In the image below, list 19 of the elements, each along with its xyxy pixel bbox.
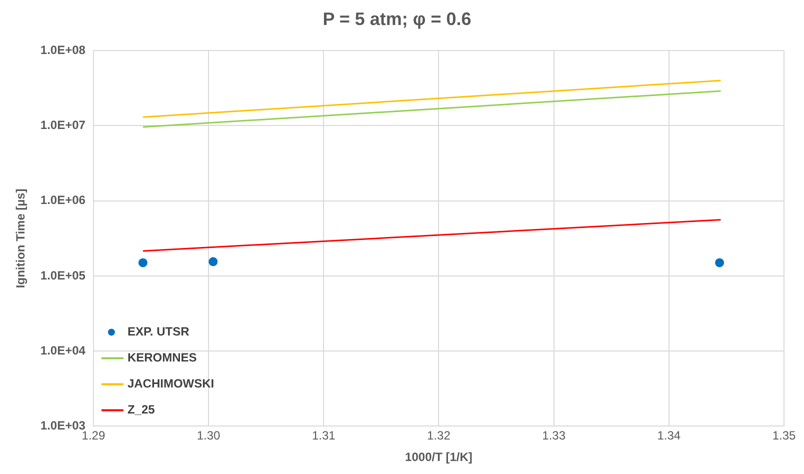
y-tick-label: 1.0E+04 bbox=[40, 343, 86, 358]
x-tick-label: 1.33 bbox=[542, 428, 566, 443]
x-tick-label: 1.31 bbox=[312, 428, 336, 443]
x-axis-title: 1000/T [1/K] bbox=[405, 450, 472, 464]
legend-label: JACHIMOWSKI bbox=[127, 376, 214, 391]
y-tick-label: 1.0E+06 bbox=[40, 193, 86, 208]
legend-label: Z_25 bbox=[127, 402, 156, 417]
chart-title: P = 5 atm; φ = 0.6 bbox=[322, 8, 472, 29]
x-tick-label: 1.30 bbox=[196, 428, 221, 443]
legend-label: KEROMNES bbox=[127, 350, 197, 365]
y-tick-label: 1.0E+07 bbox=[40, 118, 86, 132]
x-tick-label: 1.32 bbox=[427, 428, 451, 443]
y-tick-label: 1.0E+08 bbox=[40, 42, 86, 57]
y-tick-label: 1.0E+05 bbox=[40, 268, 86, 282]
x-tick-label: 1.29 bbox=[82, 428, 106, 443]
legend-label: EXP. UTSR bbox=[127, 324, 190, 339]
x-tick-label: 1.35 bbox=[772, 428, 796, 443]
y-axis-title: Ignition Time [µs] bbox=[14, 188, 28, 288]
x-tick-label: 1.34 bbox=[657, 428, 681, 443]
